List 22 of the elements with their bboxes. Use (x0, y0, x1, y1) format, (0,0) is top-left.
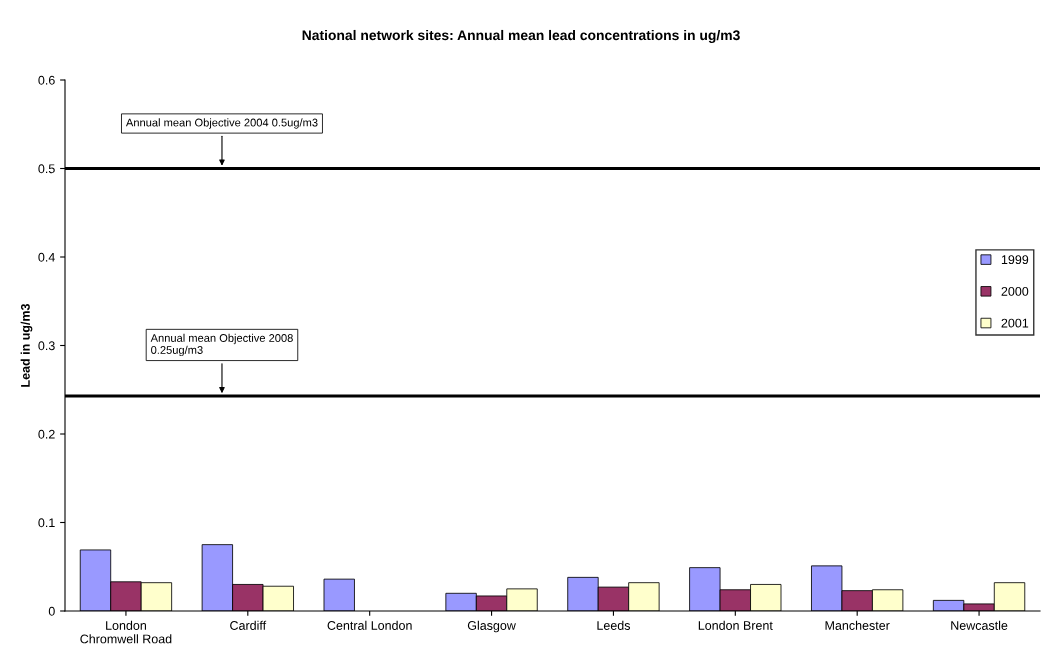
y-tick-label: 0.2 (38, 429, 55, 439)
y-tick-label: 0 (48, 606, 55, 616)
x-tick-label: Cardiff (230, 620, 267, 630)
ref-line-label: Annual mean Objective 2008 0.25ug/m3 (150, 333, 293, 357)
x-tick-label: Central London (327, 620, 412, 630)
y-tick-label: 0.6 (38, 75, 55, 85)
y-axis-title: Lead in ug/m3 (20, 303, 33, 387)
y-tick-label: 0.3 (38, 341, 55, 351)
legend-label: 2001 (1001, 318, 1029, 328)
x-tick-label: Leeds (597, 620, 631, 630)
x-tick-label: London Chromwell Road (80, 620, 172, 644)
legend-label: 2000 (1001, 286, 1029, 296)
x-tick-label: Glasgow (467, 620, 516, 633)
y-tick-label: 0.1 (38, 518, 55, 528)
x-tick-label: London Brent (698, 620, 773, 630)
ref-line-label: Annual mean Objective 2004 0.5ug/m3 (125, 118, 318, 129)
y-tick-label: 0.4 (38, 252, 55, 262)
x-tick-label: Newcastle (951, 620, 1008, 630)
legend-label: 1999 (1001, 255, 1029, 265)
y-tick-label: 0.5 (38, 164, 55, 174)
chart-title: National network sites: Annual mean lead concentrations in ug/m3 (302, 29, 740, 43)
x-tick-label: Manchester (825, 620, 890, 630)
